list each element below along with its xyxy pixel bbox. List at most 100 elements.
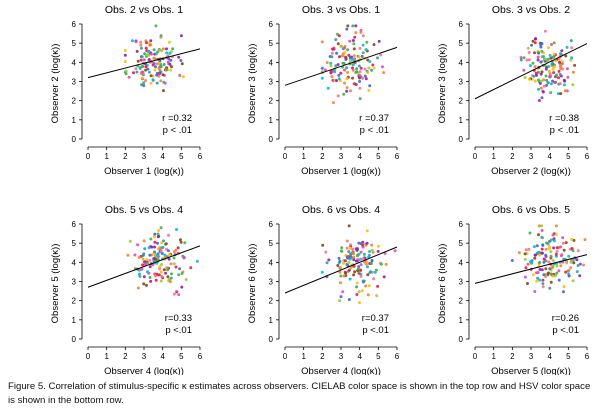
x-tick-label: 0 <box>473 352 478 361</box>
data-point <box>370 243 374 247</box>
data-point <box>156 232 160 236</box>
regression-line <box>87 245 201 288</box>
data-point <box>558 72 562 76</box>
data-point <box>161 89 165 93</box>
data-point <box>149 237 153 241</box>
data-point <box>157 229 161 232</box>
data-point <box>349 256 353 260</box>
data-point <box>351 68 355 72</box>
data-point <box>138 66 142 70</box>
x-tick-label: 4 <box>357 152 362 161</box>
y-tick-label: 4 <box>72 258 77 267</box>
data-point <box>527 51 531 54</box>
data-point <box>166 268 170 272</box>
data-point <box>337 73 341 77</box>
y-tick-label: 3 <box>459 278 464 287</box>
data-point <box>167 40 171 44</box>
data-point <box>144 79 148 82</box>
regression-line <box>87 48 201 79</box>
data-point <box>177 273 181 277</box>
x-axis-label: Observer 4 (log(κ)) <box>104 366 184 375</box>
data-point <box>565 45 569 49</box>
scatter-panel-1: Obs. 2 vs Obs. 1 0 1 2 3 4 5 6 0 1 2 3 4 5 6 Observer 1… <box>50 4 203 177</box>
data-point <box>183 241 187 245</box>
data-point <box>351 24 355 28</box>
data-point <box>167 278 171 281</box>
p-value-label: p <.01 <box>165 325 192 336</box>
x-tick-label: 6 <box>198 152 203 161</box>
data-point <box>346 48 350 52</box>
data-point <box>366 293 370 297</box>
data-point <box>561 236 565 240</box>
data-point <box>165 68 169 72</box>
data-point <box>167 257 171 261</box>
data-point <box>535 279 539 283</box>
y-tick-label: 6 <box>72 220 77 229</box>
data-point <box>352 273 356 277</box>
x-tick-label: 5 <box>376 352 381 361</box>
data-point <box>159 65 162 68</box>
data-point <box>564 241 568 245</box>
data-point <box>182 256 186 259</box>
data-point <box>326 86 330 90</box>
data-point <box>363 67 367 71</box>
x-tick-label: 2 <box>123 352 128 361</box>
data-point <box>345 77 349 81</box>
data-point <box>543 57 547 61</box>
data-point <box>351 76 354 80</box>
y-tick-label: 2 <box>459 297 464 306</box>
data-point <box>140 70 144 74</box>
data-point <box>526 262 530 266</box>
data-point <box>537 233 540 237</box>
data-point <box>537 224 541 228</box>
data-point <box>549 272 553 276</box>
data-point <box>343 46 346 50</box>
x-axis-label: Observer 1 (log(κ)) <box>301 166 381 177</box>
data-point <box>364 77 368 81</box>
data-point <box>549 238 553 242</box>
scatter-panel-3: Obs. 3 vs Obs. 2 0 1 2 3 4 5 6 0 1 2 3 4 5 6 Observer 2… <box>437 4 590 177</box>
data-point <box>549 254 553 258</box>
x-tick-label: 1 <box>301 152 306 161</box>
data-point <box>544 74 548 78</box>
data-point <box>369 262 373 265</box>
data-point <box>572 238 576 242</box>
data-point <box>380 65 384 69</box>
data-point <box>355 67 359 71</box>
data-point <box>168 62 172 66</box>
x-tick-label: 5 <box>376 152 381 161</box>
data-point <box>359 257 362 261</box>
data-point <box>533 290 537 293</box>
data-point <box>144 68 148 72</box>
x-tick-label: 2 <box>123 152 128 161</box>
data-point <box>537 99 541 102</box>
data-point <box>547 260 551 264</box>
data-point <box>527 77 531 81</box>
data-point <box>359 66 363 70</box>
data-point <box>537 78 540 82</box>
scatter-panel-6: Obs. 6 vs Obs. 5 0 1 2 3 4 5 6 0 1 2 3 4 5 6 Observer 5… <box>437 204 590 375</box>
data-point <box>359 30 363 34</box>
x-tick-label: 2 <box>510 152 515 161</box>
data-point <box>379 53 383 57</box>
y-tick-label: 6 <box>72 20 77 29</box>
data-point <box>540 70 544 74</box>
data-point <box>551 67 555 71</box>
data-point <box>379 262 383 266</box>
x-axis-label: Observer 2 (log(κ)) <box>491 166 571 177</box>
data-point <box>347 250 351 254</box>
data-point <box>142 252 146 256</box>
data-point <box>139 40 143 44</box>
data-point <box>180 285 184 289</box>
data-point <box>554 224 558 228</box>
data-point <box>382 71 386 75</box>
data-point <box>335 51 339 55</box>
data-point <box>557 69 561 73</box>
x-tick-label: 0 <box>283 352 288 361</box>
x-tick-label: 2 <box>320 352 325 361</box>
data-point <box>532 74 536 78</box>
y-tick-label: 6 <box>269 220 274 229</box>
data-point <box>578 274 582 278</box>
x-tick-label: 6 <box>585 152 590 161</box>
data-point <box>548 245 551 249</box>
